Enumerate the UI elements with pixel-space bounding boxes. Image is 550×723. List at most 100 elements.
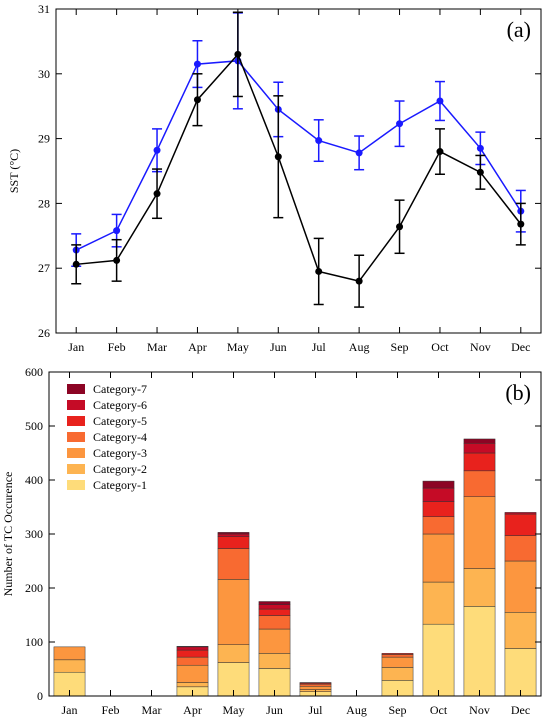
legend-swatch [67,416,85,426]
x-tick-label: Feb [102,703,120,717]
data-point [315,137,323,145]
legend-label: Category-7 [93,382,147,396]
y-tick-label: 600 [25,365,43,379]
bar-segment [504,560,537,613]
data-point [355,149,363,157]
legend-label: Category-5 [93,414,147,428]
series-line [76,52,522,283]
bar-segment [422,516,455,535]
legend-label: Category-3 [93,446,147,460]
x-tick-label: May [227,340,249,354]
y-tick-label: 400 [25,473,43,487]
panel-b-x-ticks: Jan Feb Mar Apr May Jun Jul Aug Sep Oct Nov Dec [62,372,530,717]
legend-label: Category-6 [93,398,147,412]
legend-swatch [67,464,85,474]
bar-segment [258,608,291,616]
x-tick-label: Dec [511,340,530,354]
series-1 [71,11,526,308]
bar-segment [463,606,496,697]
bar-segment [504,512,537,515]
bar-segment [504,513,537,536]
y-tick-label: 27 [38,261,50,275]
x-tick-label: Mar [142,703,162,717]
legend-label: Category-4 [93,430,147,444]
panel-a-label: (a) [507,17,531,42]
x-tick-label: Feb [108,340,126,354]
panel-a-y-axis-title: SST (°C) [7,149,21,193]
y-tick-label: 29 [38,132,50,146]
data-point [193,96,201,104]
bar-segment [176,646,209,648]
legend-swatch [67,448,85,458]
bar-segment [504,535,537,562]
y-tick-label: 28 [38,196,50,210]
panel-a-y-ticks: 26 27 28 29 30 31 [38,2,541,340]
bar-segment [381,653,414,655]
legend-label: Category-2 [93,462,147,476]
bar-segment [422,487,455,502]
data-point [274,153,282,161]
bar-segment [258,604,291,610]
data-point [396,223,404,231]
bar-segment [176,682,209,688]
bar-segment [176,649,209,658]
bar-segment [463,443,496,454]
y-tick-label: 200 [25,581,43,595]
bar-segment [217,548,250,580]
data-point [476,144,484,152]
panel-a-series [71,11,526,308]
x-tick-label: Sep [389,703,407,717]
data-point [396,120,404,128]
bar-segment [381,667,414,681]
bar-segment [463,470,496,497]
bar-segment [176,646,209,651]
panel-b-legend: Category-7 Category-6 Category-5 Category-4… [67,382,147,492]
x-tick-label: Nov [469,703,490,717]
bar-segment [463,568,496,607]
panel-b-y-axis-title: Number of TC Occurence [1,472,15,597]
x-tick-label: Apr [183,703,202,717]
x-tick-label: Mar [147,340,167,354]
x-tick-label: Jan [68,340,84,354]
legend-swatch [67,400,85,410]
bar-segment [53,646,86,661]
x-tick-label: Oct [431,340,449,354]
data-point [113,227,121,235]
x-tick-label: Aug [346,703,367,717]
y-tick-label: 100 [25,635,43,649]
bar-segment [299,683,332,687]
bar-segment [422,533,455,583]
bar-segment [217,533,250,537]
legend-swatch [67,480,85,490]
data-point [476,168,484,176]
panel-a-frame [55,8,542,334]
bar-segment [463,438,496,444]
bar-segment [463,452,496,472]
bar-segment [381,654,414,658]
panel-a-sst-chart: 26 27 28 29 30 31 Jan Feb Mar Apr May Jun Jul Aug Sep… [7,2,542,354]
bar-segment [463,496,496,569]
x-tick-label: Nov [470,340,491,354]
bar-segment [422,623,455,697]
data-point [436,148,444,156]
series-line [75,60,522,251]
data-point [436,97,444,105]
y-tick-label: 31 [38,2,50,16]
y-tick-label: 0 [37,689,43,703]
bar-segment [504,648,537,697]
bar-segment [176,664,209,683]
x-tick-label: Jul [308,703,323,717]
y-tick-label: 30 [38,67,50,81]
legend-swatch [67,384,85,394]
x-tick-label: Oct [430,703,448,717]
bar-segment [258,628,291,654]
y-tick-label: 500 [25,419,43,433]
x-tick-label: Jul [312,340,327,354]
legend-swatch [67,432,85,442]
bar-segment [258,615,291,630]
x-tick-label: Dec [511,703,530,717]
bar-segment [217,536,250,549]
data-point [234,50,242,58]
bar-segment [381,656,414,668]
panel-b-label: (b) [505,380,531,405]
